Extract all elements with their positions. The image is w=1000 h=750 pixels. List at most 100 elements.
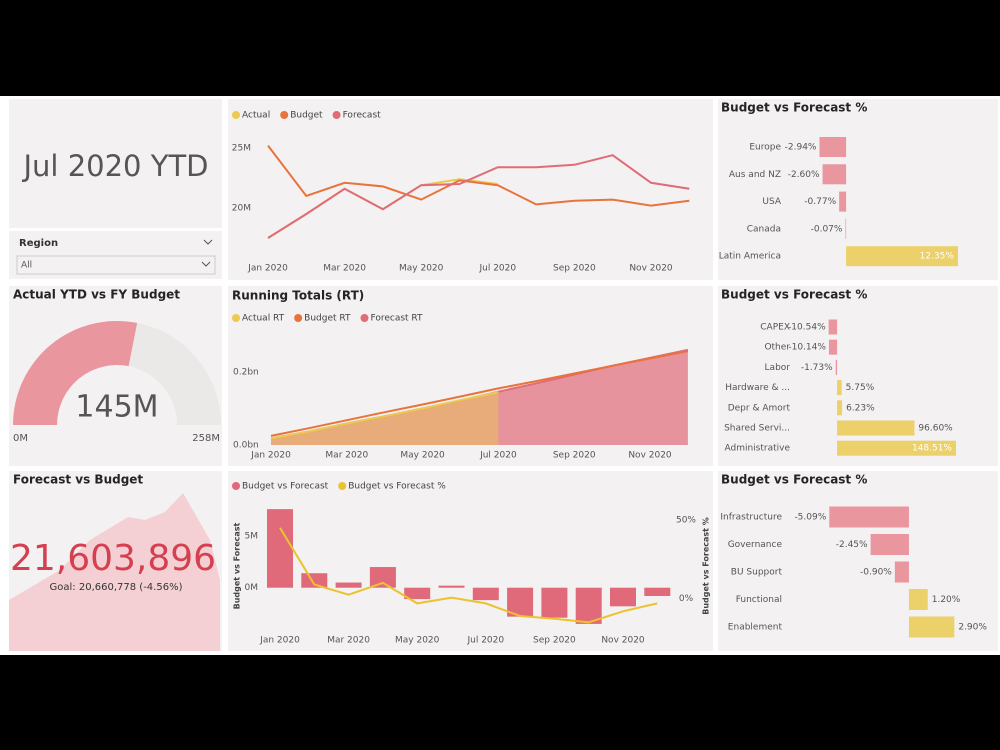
category-label: Administrative bbox=[724, 444, 790, 454]
bar bbox=[541, 587, 568, 618]
category-label: Aus and NZ bbox=[729, 170, 781, 180]
category-label: Labor bbox=[765, 363, 791, 373]
category-label: Governance bbox=[728, 540, 783, 550]
category-label: Hardware & ... bbox=[725, 383, 790, 393]
category-label: USA bbox=[762, 197, 781, 207]
bar bbox=[369, 567, 396, 588]
category-label: BU Support bbox=[731, 568, 783, 578]
legend-label: Budget RT bbox=[304, 314, 351, 324]
gauge-value-label: 145M bbox=[75, 390, 158, 425]
legend-label: Forecast bbox=[343, 111, 382, 121]
x-tick-label: Jan 2020 bbox=[247, 264, 288, 274]
y-tick-label: 5M bbox=[245, 532, 259, 542]
slicer-dropdown[interactable] bbox=[16, 255, 216, 275]
value-label: 96.60% bbox=[918, 424, 953, 434]
category-label: Enablement bbox=[728, 623, 783, 633]
x-tick-label: Nov 2020 bbox=[629, 264, 673, 274]
bar bbox=[845, 218, 847, 239]
bar bbox=[575, 587, 602, 624]
value-label: 2.90% bbox=[958, 623, 987, 633]
category-label: Other bbox=[764, 343, 790, 353]
bar bbox=[828, 319, 838, 335]
y2-axis-title: Budget vs Forecast % bbox=[702, 517, 711, 615]
x-tick-label: May 2020 bbox=[400, 451, 445, 461]
category-label: Depr & Amort bbox=[728, 403, 791, 413]
kpi-value: 21,603,896 bbox=[10, 538, 216, 579]
bar bbox=[846, 246, 958, 267]
x-tick-label: Jan 2020 bbox=[259, 636, 300, 646]
bar bbox=[404, 587, 431, 600]
slicer-value[interactable]: All bbox=[21, 261, 32, 271]
value-label: 6.23% bbox=[846, 403, 875, 413]
bar bbox=[837, 420, 915, 436]
x-tick-label: Jul 2020 bbox=[466, 636, 504, 646]
bar bbox=[267, 509, 293, 588]
value-label: -10.14% bbox=[788, 343, 826, 353]
x-tick-label: Sep 2020 bbox=[553, 264, 596, 274]
gauge-min-label: 0M bbox=[13, 433, 28, 444]
chart-title: Budget vs Forecast % bbox=[721, 101, 867, 115]
bar bbox=[908, 616, 955, 638]
x-tick-label: Nov 2020 bbox=[601, 636, 645, 646]
bar bbox=[610, 587, 636, 607]
y-tick-label: 0% bbox=[679, 594, 694, 604]
line-series bbox=[270, 350, 689, 437]
bar bbox=[870, 534, 909, 555]
x-tick-label: Mar 2020 bbox=[327, 636, 370, 646]
y-tick-label: 25M bbox=[232, 144, 251, 154]
line-series bbox=[279, 527, 658, 624]
y-tick-label: 50% bbox=[676, 515, 696, 525]
value-label: -0.77% bbox=[804, 197, 836, 207]
x-tick-label: May 2020 bbox=[399, 264, 444, 274]
category-label: CAPEX bbox=[760, 323, 790, 333]
category-label: Infrastructure bbox=[720, 513, 782, 523]
chart-title: Running Totals (RT) bbox=[232, 289, 364, 303]
value-label: 5.75% bbox=[846, 383, 875, 393]
bar bbox=[837, 400, 843, 416]
category-label: Functional bbox=[736, 595, 782, 605]
kpi-title: Forecast vs Budget bbox=[13, 473, 143, 487]
bar bbox=[644, 587, 671, 596]
legend-label: Budget vs Forecast bbox=[242, 482, 329, 492]
chevron[interactable] bbox=[201, 261, 211, 267]
value-label: 148.51% bbox=[912, 444, 952, 454]
bar bbox=[835, 359, 838, 375]
panel bbox=[228, 471, 713, 651]
chevron[interactable] bbox=[203, 239, 213, 245]
y-tick-label: 20M bbox=[232, 204, 251, 214]
x-tick-label: Sep 2020 bbox=[533, 636, 576, 646]
legend-marker bbox=[232, 111, 240, 119]
bar bbox=[335, 582, 362, 588]
bar bbox=[472, 587, 499, 601]
slicer-label: Region bbox=[19, 238, 58, 249]
value-label: -2.60% bbox=[788, 170, 820, 180]
legend-label: Budget bbox=[290, 111, 323, 121]
y-tick-label: 0.2bn bbox=[233, 368, 259, 378]
chart-title: Actual YTD vs FY Budget bbox=[13, 288, 180, 302]
bar bbox=[837, 380, 842, 396]
panel bbox=[718, 286, 998, 466]
legend-marker bbox=[338, 482, 347, 490]
panel bbox=[228, 99, 713, 280]
legend-marker bbox=[360, 314, 369, 322]
value-label: -2.94% bbox=[785, 143, 817, 153]
x-tick-label: May 2020 bbox=[395, 636, 440, 646]
area-series bbox=[271, 349, 688, 445]
value-label: -1.73% bbox=[801, 363, 833, 373]
panel bbox=[9, 99, 222, 228]
bar bbox=[908, 589, 928, 610]
x-tick-label: Mar 2020 bbox=[323, 264, 366, 274]
legend-marker bbox=[280, 111, 289, 119]
x-tick-label: Jul 2020 bbox=[478, 264, 516, 274]
y-tick-label: 0M bbox=[245, 583, 259, 593]
x-tick-label: Sep 2020 bbox=[553, 451, 596, 461]
bar bbox=[438, 585, 465, 588]
legend-marker bbox=[232, 482, 240, 490]
bar bbox=[301, 573, 328, 588]
x-tick-label: Jan 2020 bbox=[250, 451, 291, 461]
bar bbox=[894, 561, 909, 583]
legend-label: Actual bbox=[242, 111, 270, 121]
legend-label: Forecast RT bbox=[370, 314, 423, 324]
